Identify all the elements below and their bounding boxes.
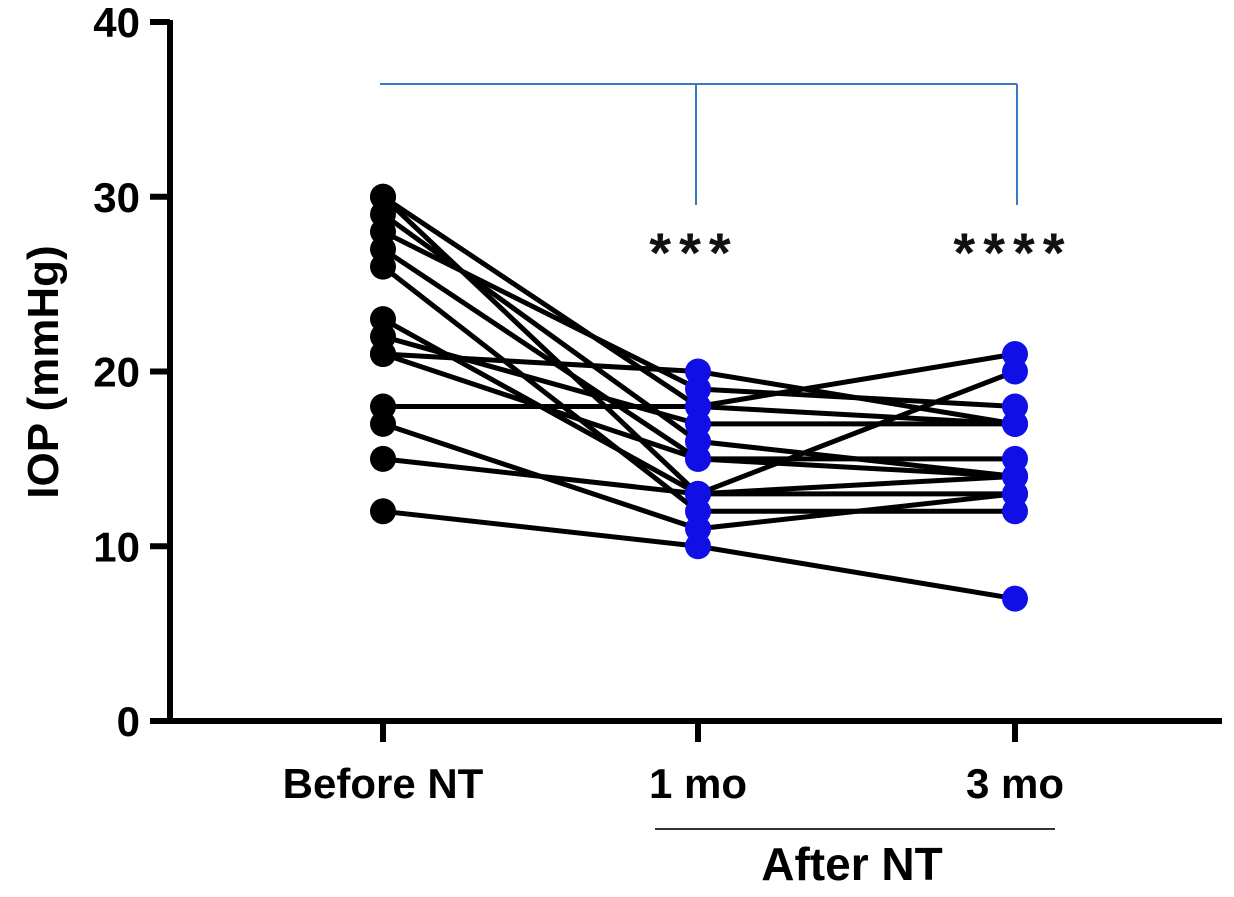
x-tick-label: Before NT — [283, 760, 484, 807]
x-tick-label: 1 mo — [649, 760, 747, 807]
data-point — [685, 393, 711, 420]
data-point — [370, 393, 396, 420]
data-point — [685, 428, 711, 455]
y-tick-label: 0 — [117, 698, 140, 745]
data-point — [1002, 480, 1028, 507]
y-axis-label: IOP (mmHg) — [19, 245, 68, 498]
x-tick-label: 3 mo — [966, 760, 1064, 807]
data-point — [370, 445, 396, 472]
data-point — [370, 498, 396, 525]
y-tick-label: 30 — [93, 174, 140, 221]
significance-bracket — [380, 83, 1018, 205]
data-point — [685, 480, 711, 507]
significance-3mo: **** — [953, 221, 1072, 284]
y-tick-label: 20 — [93, 349, 140, 396]
data-point — [1002, 393, 1028, 420]
y-tick-label: 40 — [93, 0, 140, 46]
data-point — [1002, 585, 1028, 612]
significance-1mo: *** — [649, 221, 738, 284]
group-label: After NT — [761, 838, 942, 890]
data-point — [370, 306, 396, 333]
y-tick-label: 10 — [93, 523, 140, 570]
data-point — [1002, 341, 1028, 368]
data-point — [370, 183, 396, 210]
